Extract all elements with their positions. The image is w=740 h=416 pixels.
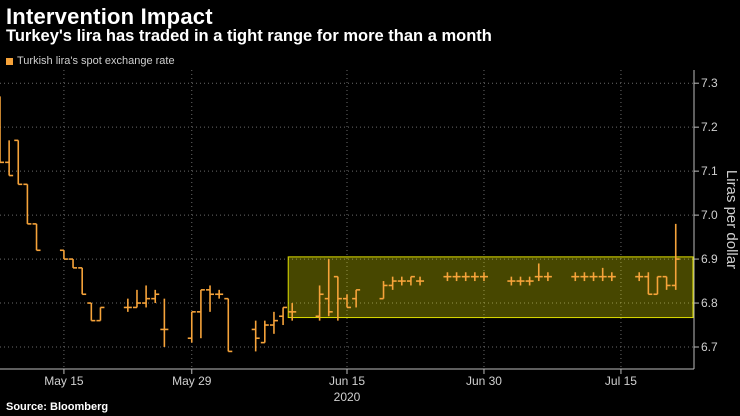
ohlc-bar [525,276,534,286]
ohlc-bar [516,276,525,286]
ohlc-bar [571,272,580,282]
ohlc-bar [406,275,415,286]
x-tick-label: May 29 [172,374,212,388]
ohlc-bar [479,272,488,282]
ohlc-bar [653,275,662,296]
y-axis-title: Liras per dollar [723,170,740,269]
ohlc-bar [343,294,351,309]
highlight-band [287,256,694,319]
ohlc-bar [543,272,552,282]
ohlc-bar [151,289,160,304]
ohlc-bar [598,267,607,282]
ohlc-bar [87,302,96,322]
chart-title: Intervention Impact [6,4,213,29]
ohlc-bar [580,272,589,282]
y-tick-label: 6.7 [701,340,718,354]
ohlc-bar [452,272,461,282]
ohlc-bar [416,276,425,286]
ohlc-bar [0,96,4,164]
ohlc-bar [388,276,397,290]
ohlc-bar [443,272,452,282]
source-note: Source: Bloomberg [6,401,109,413]
ohlc-bar [132,289,141,309]
ohlc-bar [69,258,78,269]
ohlc-bar [279,306,288,326]
ohlc-bar [644,272,653,296]
y-tick-label: 7.0 [701,208,718,222]
y-tick-label: 6.9 [701,252,718,266]
ohlc-bar [288,303,297,321]
legend-label: Turkish lira's spot exchange rate [17,55,175,67]
ohlc-bar [260,320,269,344]
ohlc-bar [96,306,105,322]
y-tick-label: 7.2 [701,120,718,134]
ohlc-bar [59,249,68,260]
ohlc-bar [187,311,196,343]
chart-subtitle: Turkey's lira has traded in a tight rang… [6,27,492,45]
legend-swatch [6,57,13,65]
ohlc-bar [589,272,598,282]
ohlc-bar [160,298,169,348]
ohlc-bar [142,285,151,308]
x-tick-label: May 15 [44,374,84,388]
ohlc-bar [470,272,479,282]
ohlc-bar [379,281,388,300]
x-tick-label: Jun 30 [466,374,502,388]
ohlc-bar [215,289,224,299]
ohlc-bar [397,276,406,286]
ohlc-bar [32,223,41,252]
ohlc-bar [671,223,680,290]
ohlc-bar [269,311,278,334]
x-tick-label: Jul 15 [605,374,637,388]
ohlc-bar [196,289,205,339]
ohlc-bar [534,263,543,282]
y-tick-label: 6.8 [701,296,718,310]
ohlc-bar [123,298,132,312]
x-year-label: 2020 [334,390,361,404]
legend: Turkish lira's spot exchange rate [6,55,175,67]
ohlc-bar [352,289,361,308]
ohlc-bar [5,140,14,177]
ohlc-bar [23,183,32,225]
ohlc-bar [324,259,333,317]
ohlc-bar [507,276,516,286]
ohlc-bar [315,285,324,321]
ohlc-bar [251,320,260,352]
ohlc-bar [224,297,233,353]
y-tick-label: 7.3 [701,76,718,90]
x-tick-label: Jun 15 [329,374,365,388]
ohlc-bar [14,139,23,186]
ohlc-bar [461,272,470,282]
ohlc-bar [635,272,644,282]
ohlc-bar [206,285,215,312]
ohlc-bar [607,272,616,282]
ohlc-bar [333,275,342,321]
ohlc-bar [78,267,87,296]
ohlc-bar [662,275,671,290]
y-tick-label: 7.1 [701,164,718,178]
